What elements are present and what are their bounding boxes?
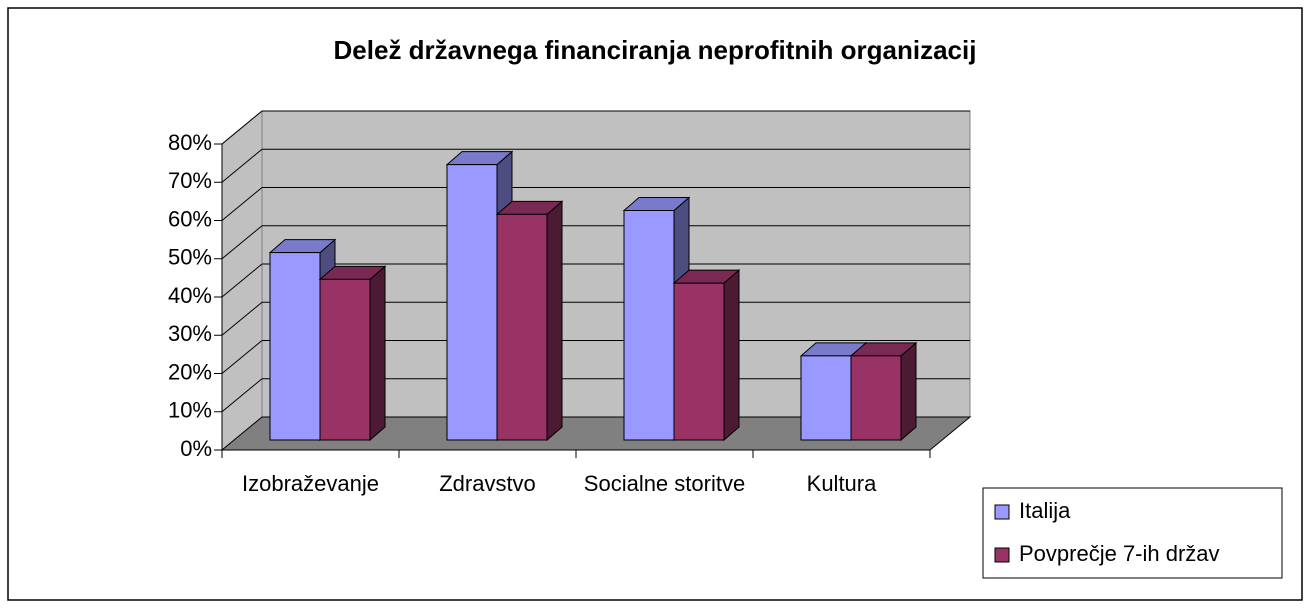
legend-label: Italija [1019, 498, 1071, 523]
legend-swatch [994, 547, 1010, 563]
bar [446, 164, 498, 441]
grid-line [221, 148, 263, 183]
grid-line [221, 340, 263, 374]
y-tick-label: 40% [168, 283, 212, 308]
y-tick-label: 80% [168, 130, 212, 155]
bar [496, 213, 548, 441]
x-tick-label: Zdravstvo [439, 471, 536, 496]
y-tick-label: 60% [168, 206, 212, 231]
y-tick-label: 0% [180, 436, 212, 461]
y-tick-label: 20% [168, 359, 212, 384]
y-tick-label: 50% [168, 245, 212, 270]
bar-side [900, 341, 917, 442]
bar-side [723, 269, 740, 442]
legend-label: Povprečje 7-ih držav [1019, 541, 1220, 566]
x-tick-label: Kultura [806, 471, 877, 496]
bar [623, 210, 675, 441]
grid-line [221, 110, 263, 145]
legend-swatch [994, 504, 1010, 520]
chart-title: Delež državnega financiranja neprofitnih… [334, 35, 977, 65]
x-tick-label: Izobraževanje [242, 471, 379, 496]
grid-line [221, 301, 263, 336]
grid-line [221, 263, 263, 298]
y-tick-label: 30% [168, 321, 212, 346]
grid-line [221, 378, 263, 413]
bar [850, 355, 902, 441]
grid-line [221, 187, 263, 221]
bar [269, 252, 321, 441]
grid-line [221, 225, 263, 260]
legend-box [982, 487, 1283, 579]
bar [673, 282, 725, 441]
bar [319, 278, 371, 441]
bar-side [369, 265, 386, 442]
plot: 0% 10% 20% 30% 40% 50% 60% 70% 80% [168, 109, 972, 461]
bar-side [546, 200, 563, 442]
x-tick-label: Socialne storitve [583, 471, 746, 496]
y-tick-label: 70% [168, 168, 212, 193]
y-tick-label: 10% [168, 398, 212, 423]
bar [800, 355, 852, 441]
